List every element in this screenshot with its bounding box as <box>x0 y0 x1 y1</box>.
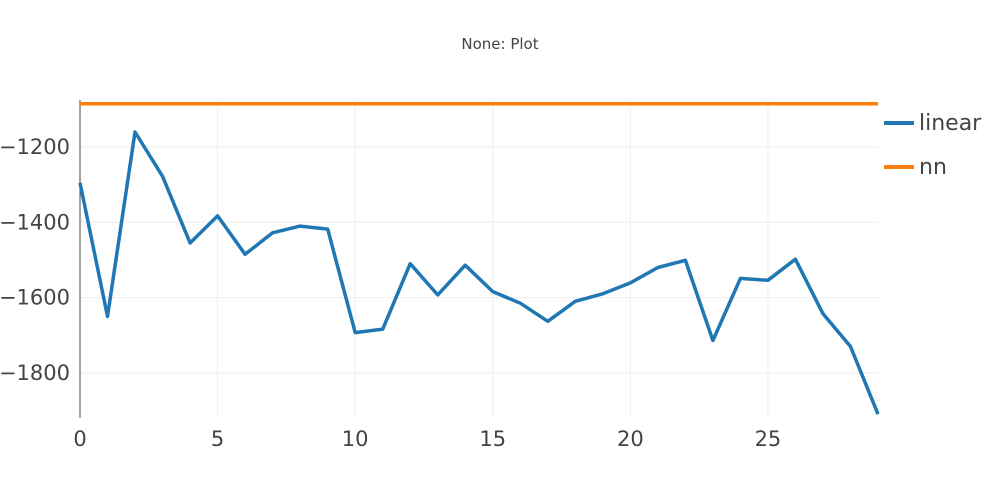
y-tick-label: −1400 <box>0 210 70 234</box>
series-group <box>78 102 880 415</box>
y-tick-label: −1200 <box>0 135 70 159</box>
legend-label: nn <box>919 155 947 180</box>
chart-title: None: Plot <box>461 35 538 53</box>
legend-item-nn[interactable]: nn <box>884 155 947 180</box>
legend-label: linear <box>919 111 982 136</box>
legend[interactable]: linear nn <box>884 111 982 180</box>
y-axis-ticks: −1200 −1400 −1600 −1800 <box>0 135 70 385</box>
x-tick-label: 15 <box>479 427 506 451</box>
x-tick-label: 20 <box>617 427 644 451</box>
y-tick-label: −1800 <box>0 361 70 385</box>
x-tick-label: 10 <box>342 427 369 451</box>
x-axis-ticks: 0 5 10 15 20 25 <box>73 427 781 451</box>
x-tick-label: 5 <box>211 427 224 451</box>
y-tick-label: −1600 <box>0 286 70 310</box>
x-tick-label: 25 <box>755 427 782 451</box>
legend-item-linear[interactable]: linear <box>884 111 982 136</box>
series-line-linear <box>78 130 880 415</box>
grid <box>80 100 878 418</box>
x-tick-label: 0 <box>73 427 86 451</box>
